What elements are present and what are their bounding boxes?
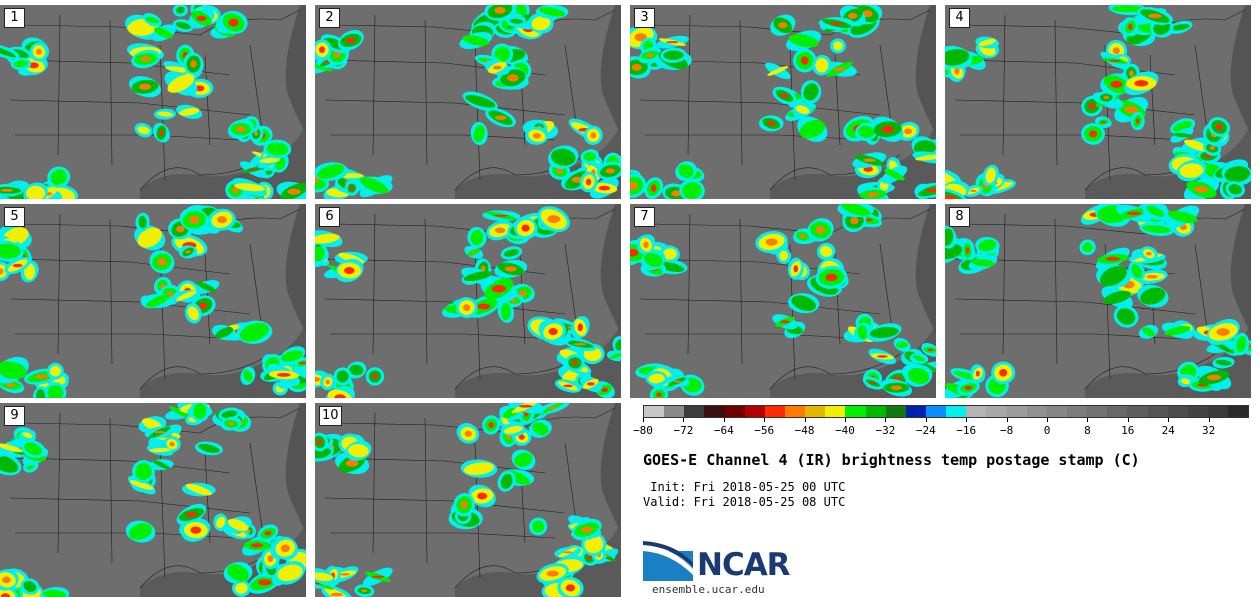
map-panel-4: 4 [945, 5, 1251, 199]
colorbar-tick-label: −40 [835, 424, 855, 437]
colorbar-tick-mark [1087, 418, 1089, 422]
map-panel-9: 9 [0, 403, 306, 597]
colorbar-swatch [764, 406, 785, 417]
satellite-map [0, 204, 306, 398]
colorbar-swatch [986, 406, 1007, 417]
colorbar-swatch [644, 406, 665, 417]
colorbar-swatch [1187, 406, 1208, 417]
colorbar-swatch [825, 406, 846, 417]
map-panel-3: 3 [630, 5, 936, 199]
colorbar-swatch [885, 406, 906, 417]
colorbar-swatch [784, 406, 806, 417]
colorbar-tick-mark [683, 418, 685, 422]
colorbar-swatch [704, 406, 725, 417]
colorbar-swatch [905, 406, 926, 417]
panel-label: 1 [4, 8, 25, 28]
colorbar-tick-mark [845, 418, 846, 422]
colorbar-tick-mark [1208, 418, 1210, 422]
panel-label: 2 [319, 8, 340, 28]
colorbar-tick-label: −48 [794, 424, 815, 437]
satellite-map [315, 403, 621, 597]
colorbar-swatch [966, 406, 987, 417]
logo-wordmark: NCAR [697, 547, 791, 583]
colorbar-tick-mark [723, 418, 725, 422]
colorbar-swatch [1167, 406, 1188, 417]
figure-title: GOES-E Channel 4 (IR) brightness temp po… [643, 451, 1140, 469]
colorbar-swatch [865, 406, 886, 417]
colorbar-tick-label: −8 [999, 424, 1014, 437]
colorbar-tick-mark [804, 418, 806, 422]
colorbar-tick-label: −16 [956, 424, 977, 437]
logo-url: ensemble.ucar.edu [652, 583, 765, 596]
colorbar-swatch [724, 406, 745, 417]
colorbar-tick-label: 24 [1161, 424, 1175, 437]
panel-label: 5 [4, 207, 25, 227]
colorbar-tick-label: −32 [875, 424, 896, 437]
colorbar-swatch [845, 406, 866, 417]
panel-label: 7 [634, 207, 655, 227]
colorbar-swatch [1207, 406, 1229, 417]
satellite-map [945, 204, 1251, 398]
panel-label: 8 [949, 207, 970, 227]
satellite-map [315, 5, 621, 199]
map-panel-8: 8 [945, 204, 1251, 398]
colorbar-tick-mark [925, 418, 927, 422]
colorbar-swatch [1127, 406, 1148, 417]
colorbar-tick-label: −24 [915, 424, 936, 437]
valid-time: Valid: Fri 2018-05-25 08 UTC [643, 495, 846, 509]
colorbar-tick-mark [885, 418, 887, 422]
colorbar-swatch [1107, 406, 1128, 417]
colorbar [643, 405, 1249, 418]
ncar-logo-icon [643, 541, 693, 581]
colorbar-tick-mark [764, 418, 766, 422]
map-panel-5: 5 [0, 204, 306, 398]
map-panel-1: 1 [0, 5, 306, 199]
colorbar-tick-label: −72 [673, 424, 694, 437]
colorbar-tick-mark [1006, 418, 1008, 422]
colorbar-tick-mark [1168, 418, 1170, 422]
satellite-map [315, 204, 621, 398]
colorbar-swatch [1006, 406, 1027, 417]
colorbar-tick-mark [1127, 418, 1129, 422]
colorbar-swatch [925, 406, 947, 417]
map-panel-6: 6 [315, 204, 621, 398]
colorbar-swatch [946, 406, 967, 417]
map-panel-7: 7 [630, 204, 936, 398]
map-panel-10: 10 [315, 403, 621, 597]
map-panel-2: 2 [315, 5, 621, 199]
panel-label: 4 [949, 8, 970, 28]
init-time: Init: Fri 2018-05-25 00 UTC [643, 480, 846, 494]
colorbar-swatch [1087, 406, 1108, 417]
satellite-map [0, 5, 306, 199]
colorbar-swatch [1026, 406, 1047, 417]
colorbar-swatch [1046, 406, 1067, 417]
colorbar-swatch [1147, 406, 1168, 417]
satellite-map [945, 5, 1251, 199]
panel-label: 3 [634, 8, 655, 28]
colorbar-tick-label: 16 [1121, 424, 1135, 437]
colorbar-swatch [664, 406, 685, 417]
colorbar-tick-mark [643, 418, 644, 422]
panel-label: 9 [4, 406, 25, 426]
panel-label: 6 [319, 207, 340, 227]
satellite-map [630, 204, 936, 398]
colorbar-swatch [1066, 406, 1088, 417]
colorbar-tick-label: −64 [713, 424, 734, 437]
colorbar-tick-label: −80 [633, 424, 653, 437]
colorbar-swatch [1228, 406, 1249, 417]
colorbar-tick-mark [966, 418, 968, 422]
colorbar-tick-label: 8 [1084, 424, 1091, 437]
colorbar-swatch [684, 406, 705, 417]
colorbar-ticks: −80 −72 −64 −56 −48 −40 −32 −24 −16 −8 0 8 16 24 32 [633, 418, 1249, 438]
colorbar-tick-label: 0 [1043, 424, 1051, 437]
colorbar-tick-mark [1047, 418, 1048, 422]
satellite-map [630, 5, 936, 199]
colorbar-tick-label: −56 [754, 424, 775, 437]
colorbar-swatch [805, 406, 826, 417]
panel-label: 10 [319, 406, 342, 426]
colorbar-swatch [744, 406, 765, 417]
colorbar-tick-label: 32 [1201, 424, 1216, 437]
satellite-map [0, 403, 306, 597]
